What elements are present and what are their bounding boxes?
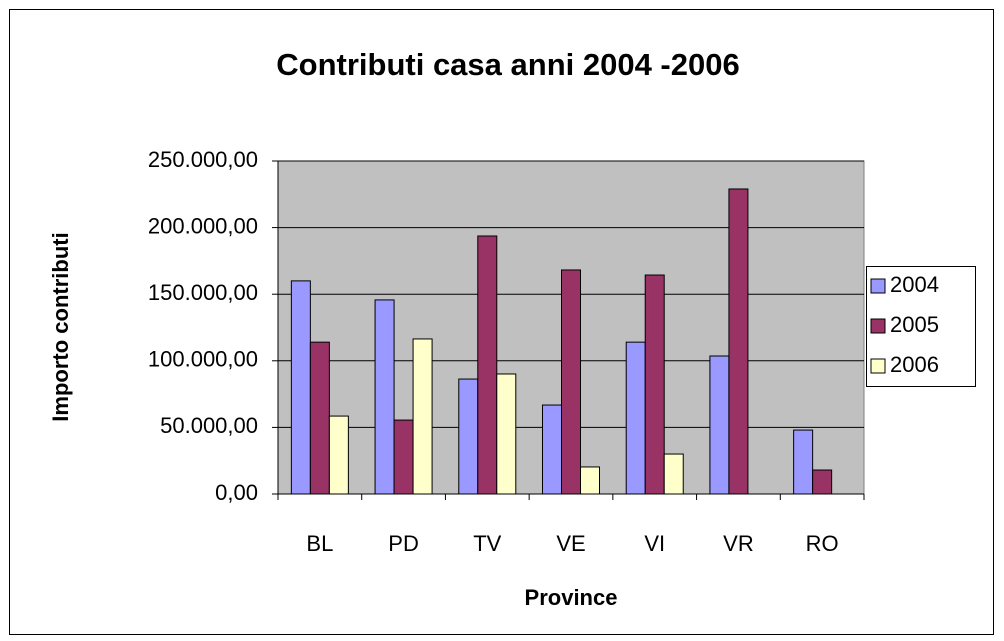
legend-swatch — [870, 318, 886, 334]
bar — [328, 415, 349, 495]
x-tick-label: TV — [473, 531, 501, 556]
bar — [309, 341, 330, 495]
legend-swatch — [870, 358, 886, 374]
y-tick-label: 200.000,00 — [148, 213, 258, 238]
legend-label: 2004 — [890, 272, 939, 297]
chart-title: Contributi casa anni 2004 -2006 — [276, 47, 739, 82]
bar — [393, 419, 414, 495]
bar — [644, 274, 665, 495]
bar — [709, 355, 730, 495]
x-axis-title: Province — [525, 585, 618, 610]
y-tick-label: 100.000,00 — [148, 347, 258, 372]
y-tick-label: 250.000,00 — [148, 147, 258, 172]
y-axis-title: Importo contributi — [48, 232, 73, 421]
legend-swatch — [870, 278, 886, 294]
bar — [812, 469, 833, 495]
x-tick-label: BL — [306, 531, 333, 556]
x-tick-label: PD — [388, 531, 419, 556]
bar — [477, 235, 498, 495]
y-tick-label: 150.000,00 — [148, 280, 258, 305]
bar — [793, 429, 814, 495]
x-tick-label: VI — [644, 531, 665, 556]
legend-label: 2006 — [890, 352, 939, 377]
bar — [580, 466, 601, 495]
x-tick-label: RO — [806, 531, 839, 556]
y-tick-label: 0,00 — [215, 480, 258, 505]
bar — [412, 338, 433, 495]
bar — [728, 188, 749, 495]
x-tick-label: VR — [723, 531, 754, 556]
y-tick-label: 50.000,00 — [160, 413, 258, 438]
bar — [290, 280, 311, 495]
bar — [458, 378, 479, 495]
bar — [541, 404, 562, 495]
legend-label: 2005 — [890, 312, 939, 337]
bar — [374, 299, 395, 495]
x-tick-label: VE — [556, 531, 585, 556]
bar — [496, 373, 517, 495]
bar — [625, 341, 646, 495]
bar — [663, 453, 684, 495]
bar — [560, 269, 582, 495]
